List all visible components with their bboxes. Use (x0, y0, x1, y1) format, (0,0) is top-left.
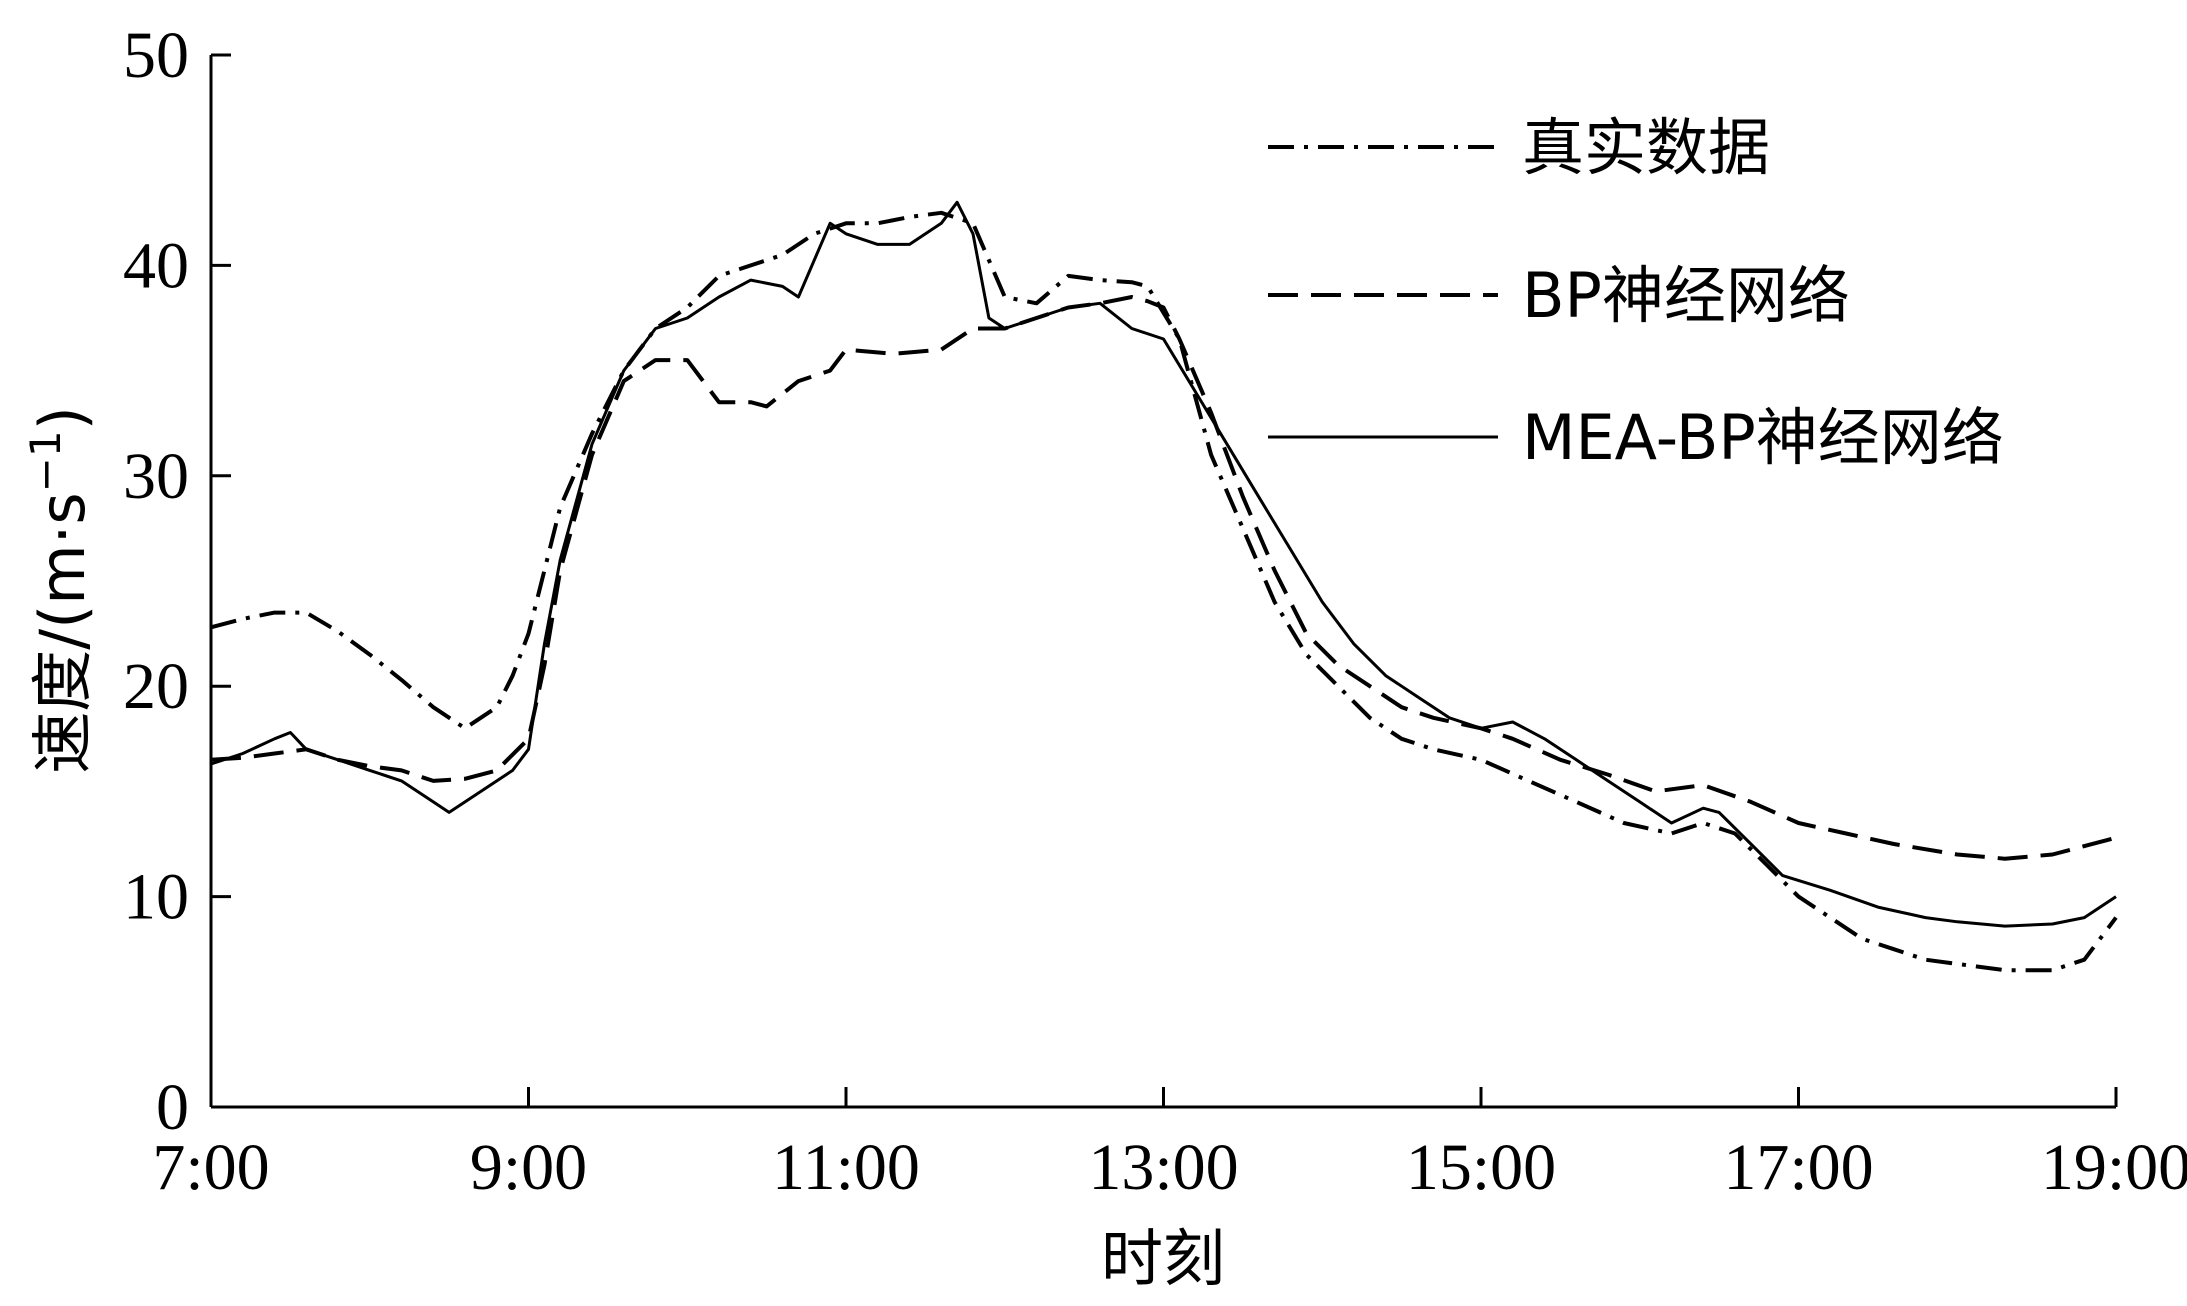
series-line-2 (210, 295, 2117, 861)
x-tick-label: 11:00 (772, 1131, 920, 1204)
x-axis-title: 时刻 (1101, 1222, 1225, 1295)
series-lines (210, 200, 2118, 973)
y-tick-label: 20 (123, 650, 189, 723)
x-tick-label: 9:00 (470, 1131, 587, 1204)
y-axis-title-main: 速度/(m·s (26, 492, 99, 773)
legend-label-1: 真实数据 (1522, 111, 1770, 184)
series-line-3 (210, 200, 2117, 928)
y-tick-label: 0 (156, 1071, 189, 1144)
x-tick-label: 15:00 (1406, 1131, 1556, 1204)
x-tick-label: 17:00 (1723, 1131, 1873, 1204)
y-axis-title: 速度/(m·s−1) (21, 406, 99, 774)
x-ticks: 7:00 9:00 11:00 13:00 15:00 17:00 19:00 (152, 1087, 2187, 1204)
y-axis-title-close: ) (26, 406, 99, 430)
y-tick-label: 40 (123, 229, 189, 302)
legend: 真实数据 BP神经网络 MEA-BP神经网络 (1268, 111, 2004, 474)
y-tick-label: 30 (123, 440, 189, 513)
series-line-1 (210, 210, 2118, 973)
y-axis-title-group: 速度/(m·s−1) (21, 406, 99, 774)
x-tick-label: 13:00 (1088, 1131, 1238, 1204)
legend-label-2: BP神经网络 (1522, 259, 1850, 332)
x-tick-label: 7:00 (152, 1131, 269, 1204)
y-ticks: 0 10 20 30 40 50 (123, 19, 231, 1144)
y-axis-title-exponent: −1 (21, 430, 70, 492)
legend-label-3: MEA-BP神经网络 (1522, 401, 2004, 474)
y-tick-label: 10 (123, 861, 189, 934)
x-tick-label: 19:00 (2041, 1131, 2187, 1204)
y-tick-label: 50 (123, 19, 189, 92)
